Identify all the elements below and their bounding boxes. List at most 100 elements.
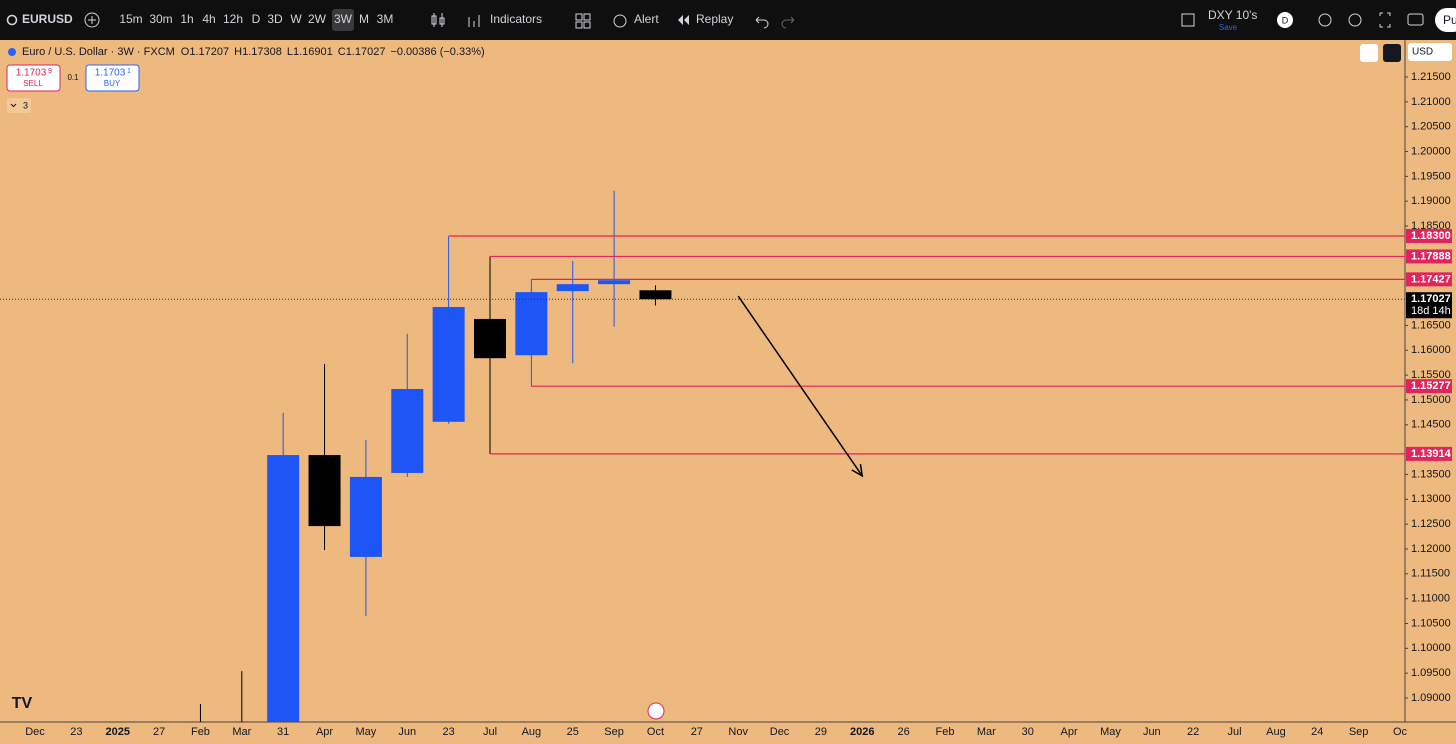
x-tick-label: Feb xyxy=(191,726,210,738)
replay-button[interactable]: Replay xyxy=(696,12,733,26)
avatar[interactable] xyxy=(1277,12,1293,28)
settings-corner[interactable] xyxy=(1425,724,1453,742)
x-tick-label: Sep xyxy=(604,726,624,738)
price-change: −0.00386 (−0.33%) xyxy=(390,46,484,58)
buy-pip: 1 xyxy=(127,68,131,75)
candle-body xyxy=(515,292,548,356)
ohlc-key: O xyxy=(181,46,190,58)
x-tick-label: Sep xyxy=(1349,726,1369,738)
x-tick-label: Dec xyxy=(770,726,790,738)
buy-button[interactable] xyxy=(85,64,140,92)
interval[interactable]: 1h xyxy=(180,12,193,26)
x-tick-label: Jul xyxy=(1228,726,1242,738)
snapshot-icon[interactable] xyxy=(1407,13,1424,26)
x-tick-label: 27 xyxy=(153,726,165,738)
symbol-logo xyxy=(8,48,16,56)
candle-body xyxy=(267,455,300,722)
spread: 0.1 xyxy=(67,73,79,82)
interval[interactable]: 30m xyxy=(149,12,172,26)
sell-pip: 9 xyxy=(48,68,52,75)
candle-body xyxy=(308,455,341,527)
layouts-icon[interactable] xyxy=(575,13,591,29)
auto-button[interactable] xyxy=(1383,44,1401,62)
symbol[interactable]: EURUSD xyxy=(22,12,73,26)
sell-button[interactable] xyxy=(6,64,61,92)
sell-price: 1.1703 xyxy=(16,68,47,79)
fullscreen-icon[interactable] xyxy=(1379,12,1391,28)
toolbar-bg xyxy=(0,0,1456,40)
level-label: 1.13914 xyxy=(1411,448,1452,460)
candle-body xyxy=(349,476,382,557)
x-tick-label: 31 xyxy=(277,726,289,738)
interval[interactable]: 4h xyxy=(202,12,215,26)
active-interval-bg xyxy=(332,9,354,31)
events-icon[interactable] xyxy=(647,702,665,720)
interval[interactable]: 15m xyxy=(119,12,142,26)
x-tick-label: May xyxy=(1100,726,1121,738)
interval[interactable]: 2W xyxy=(308,12,327,26)
y-tick-label: 1.20000 xyxy=(1411,145,1451,157)
y-tick-label: 1.19500 xyxy=(1411,170,1451,182)
avatar-letter: D xyxy=(1282,15,1289,25)
add-icon xyxy=(88,16,96,24)
interval[interactable]: 3M xyxy=(377,12,394,26)
interval[interactable]: W xyxy=(290,12,302,26)
x-tick-label: Mar xyxy=(232,726,251,738)
add-symbol[interactable] xyxy=(84,12,100,28)
settings-icon[interactable] xyxy=(1348,13,1362,27)
legend-title: Euro / U.S. Dollar · 3W · FXCM xyxy=(22,46,175,58)
ohlc-value: 1.16901 xyxy=(293,46,333,58)
level-label-bg xyxy=(1406,272,1452,287)
redo[interactable] xyxy=(781,16,795,29)
chart-bg xyxy=(0,40,1456,744)
interval[interactable]: M xyxy=(359,12,369,26)
arrow-line xyxy=(737,295,863,477)
undo[interactable] xyxy=(755,16,769,29)
ohlc-key: H xyxy=(234,46,242,58)
y-tick-label: 1.15000 xyxy=(1411,394,1451,406)
x-tick-label: Jul xyxy=(483,726,497,738)
indicators-button[interactable]: Indicators xyxy=(490,12,542,26)
publish-label: Pu xyxy=(1443,13,1456,27)
watch-icon[interactable] xyxy=(1318,13,1332,27)
interval[interactable]: 12h xyxy=(223,12,243,26)
chart-type[interactable] xyxy=(431,13,445,27)
interval[interactable]: D xyxy=(252,12,261,26)
x-tick-label: 23 xyxy=(70,726,82,738)
x-tick-label: Mar xyxy=(977,726,996,738)
publish-button[interactable] xyxy=(1435,8,1456,32)
x-tick-label: May xyxy=(356,726,377,738)
level-label-bg xyxy=(1406,228,1452,243)
layout-name[interactable]: DXY 10's xyxy=(1208,8,1257,22)
x-tick-label: Oct xyxy=(647,726,664,738)
x-tick-label: Feb xyxy=(936,726,955,738)
x-tick-label: 25 xyxy=(567,726,579,738)
y-tick-label: 1.15500 xyxy=(1411,369,1451,381)
alert-button[interactable]: Alert xyxy=(634,12,659,26)
alert-icon xyxy=(613,14,627,28)
scroll-button[interactable] xyxy=(1360,44,1378,62)
level-label: 1.15277 xyxy=(1411,380,1451,392)
x-tick-label: 27 xyxy=(691,726,703,738)
x-tick-label: 24 xyxy=(1311,726,1323,738)
level-label: 1.17888 xyxy=(1411,250,1451,262)
x-tick-label: Oc xyxy=(1393,726,1408,738)
candle-body xyxy=(432,307,465,422)
currency-select[interactable] xyxy=(1408,43,1452,61)
level-label-bg xyxy=(1406,379,1452,394)
buy-price: 1.1703 xyxy=(95,68,126,79)
interval[interactable]: 3W xyxy=(334,12,353,26)
y-tick-label: 1.13500 xyxy=(1411,468,1451,480)
candle-body xyxy=(391,388,424,473)
x-tick-label: 23 xyxy=(443,726,455,738)
search-icon[interactable] xyxy=(6,14,18,26)
interval[interactable]: 3D xyxy=(267,12,283,26)
y-tick-label: 1.16000 xyxy=(1411,344,1451,356)
y-tick-label: 1.21000 xyxy=(1411,96,1451,108)
x-tick-label: Dec xyxy=(25,726,45,738)
sync-toggle[interactable] xyxy=(1181,13,1195,27)
layout-status: Save xyxy=(1219,23,1238,32)
y-tick-label: 1.10000 xyxy=(1411,642,1451,654)
indicators-collapse[interactable] xyxy=(7,98,31,113)
